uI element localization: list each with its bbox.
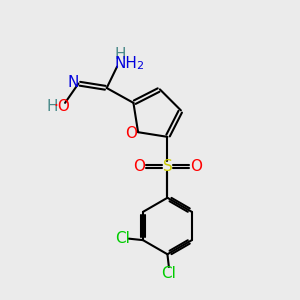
Text: N: N <box>68 75 79 90</box>
Text: Cl: Cl <box>115 231 130 246</box>
Text: S: S <box>163 159 172 174</box>
Text: 2: 2 <box>136 61 143 71</box>
Text: H: H <box>47 99 58 114</box>
Text: Cl: Cl <box>161 266 176 281</box>
Text: O: O <box>125 126 137 141</box>
Text: O: O <box>133 159 145 174</box>
Text: ·O: ·O <box>53 99 70 114</box>
Text: H: H <box>115 46 126 62</box>
Text: NH: NH <box>115 56 137 70</box>
Text: O: O <box>190 159 202 174</box>
